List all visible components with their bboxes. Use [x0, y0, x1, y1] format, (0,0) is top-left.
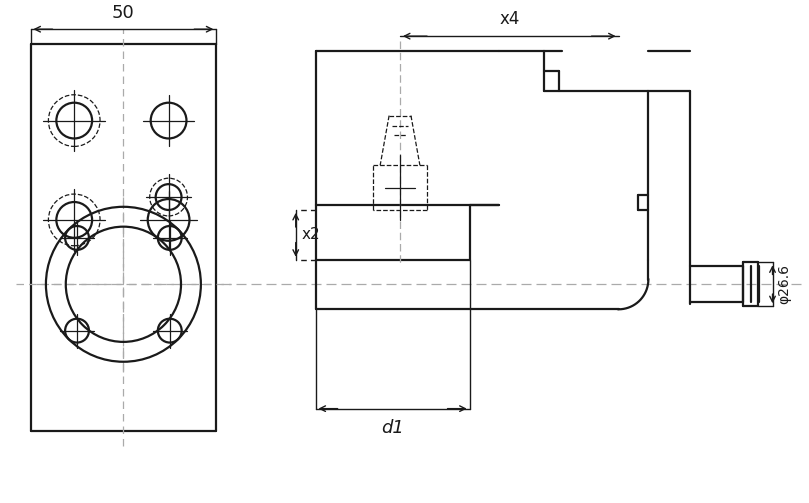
- Text: 50: 50: [112, 4, 135, 22]
- Text: φ26.6: φ26.6: [777, 264, 791, 304]
- Text: d1: d1: [381, 418, 404, 437]
- Text: x4: x4: [499, 10, 519, 28]
- Text: x2: x2: [302, 227, 320, 242]
